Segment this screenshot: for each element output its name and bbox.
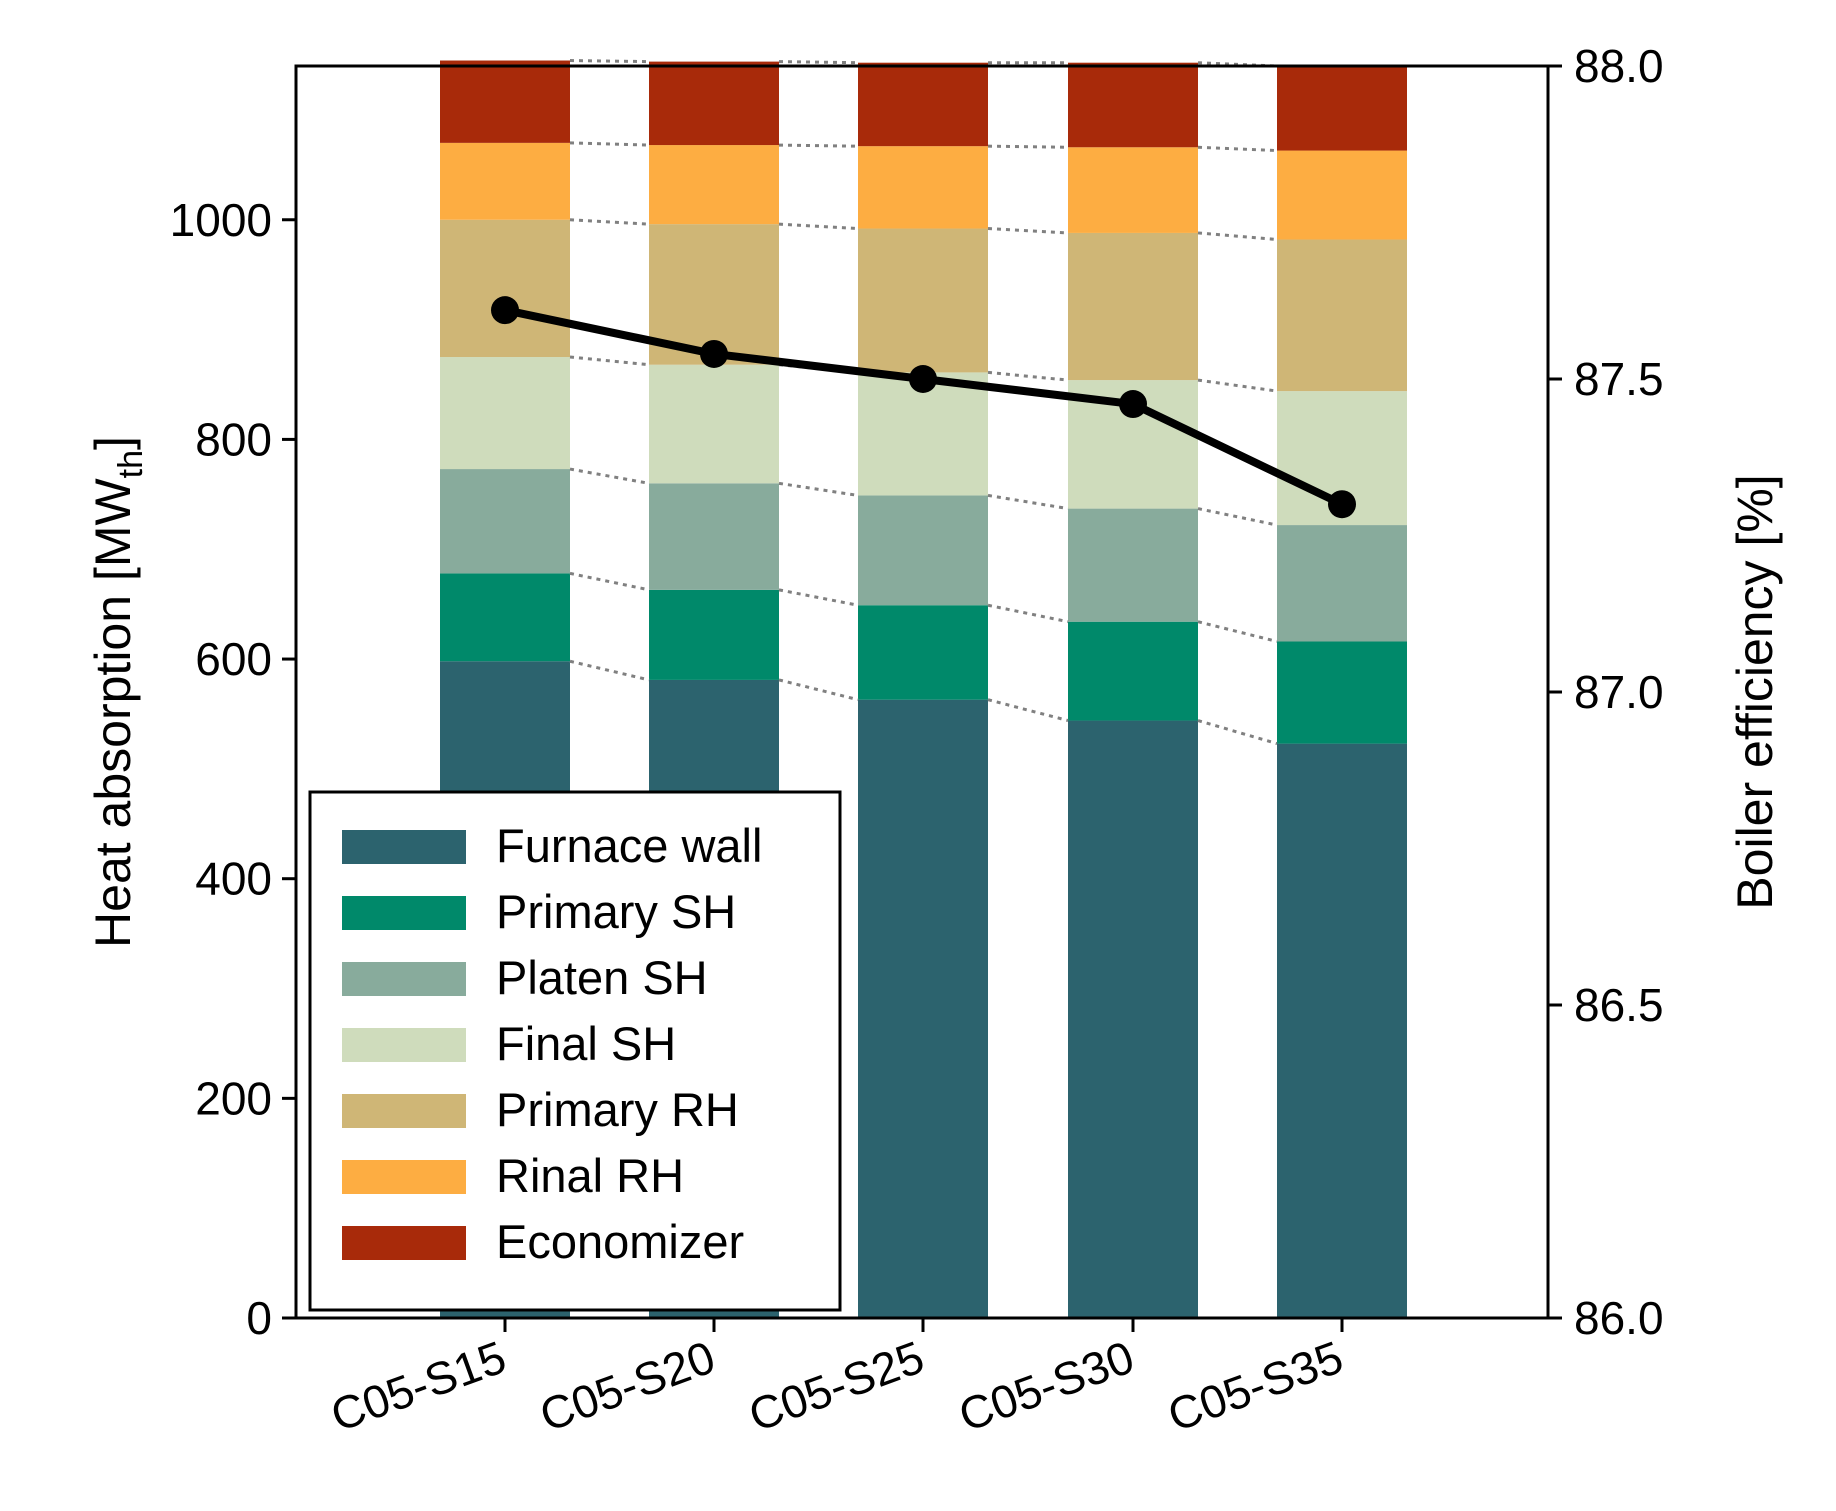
y-tick-label-left: 200 xyxy=(195,1072,272,1124)
bar-platen-sh-c05-s25 xyxy=(858,495,988,606)
bar-furnace-wall-c05-s25 xyxy=(858,699,988,1318)
y-tick-label-right: 88.0 xyxy=(1574,40,1664,92)
y-tick-label-left: 800 xyxy=(195,413,272,465)
bar-furnace-wall-c05-s35 xyxy=(1277,743,1407,1318)
connector-line xyxy=(569,218,650,226)
legend-swatch xyxy=(342,896,466,930)
x-tick-label: C05-S35 xyxy=(1161,1331,1349,1442)
legend-swatch xyxy=(342,1226,466,1260)
bar-final-sh-c05-s20 xyxy=(649,364,779,484)
legend-swatch xyxy=(342,1028,466,1062)
connector-line xyxy=(778,678,859,702)
x-tick-label: C05-S15 xyxy=(324,1331,512,1442)
bar-rinal-rh-c05-s30 xyxy=(1068,147,1198,233)
legend-swatch xyxy=(342,830,466,864)
connector-line xyxy=(1197,507,1278,527)
connector-line xyxy=(778,60,859,65)
legend-label: Primary RH xyxy=(496,1083,739,1136)
connector-line xyxy=(778,588,859,607)
legend-label: Primary SH xyxy=(496,885,736,938)
bar-platen-sh-c05-s15 xyxy=(440,469,570,574)
connector-line xyxy=(569,141,650,147)
legend-label: Economizer xyxy=(496,1215,744,1268)
y-tick-label-left: 0 xyxy=(246,1292,272,1344)
legend-swatch xyxy=(342,1160,466,1194)
x-tick-label: C05-S30 xyxy=(952,1331,1140,1442)
connector-line xyxy=(778,481,859,497)
connector-line xyxy=(569,59,650,64)
bar-primary-sh-c05-s20 xyxy=(649,589,779,680)
bar-economizer-c05-s30 xyxy=(1068,62,1198,148)
bar-primary-sh-c05-s25 xyxy=(858,605,988,700)
legend-label: Furnace wall xyxy=(496,819,762,872)
connector-line xyxy=(1197,719,1278,746)
efficiency-point xyxy=(1328,490,1356,519)
bar-rinal-rh-c05-s20 xyxy=(649,145,779,225)
bar-platen-sh-c05-s20 xyxy=(649,483,779,590)
connector-line xyxy=(1197,145,1278,153)
connector-line xyxy=(569,659,650,682)
connector-line xyxy=(778,143,859,148)
legend-swatch xyxy=(342,1094,466,1128)
bar-economizer-c05-s15 xyxy=(440,60,570,143)
efficiency-line-layer xyxy=(491,296,1356,519)
y-axis-title-left-subscript: th xyxy=(112,450,150,478)
efficiency-point xyxy=(700,339,728,368)
connector-line xyxy=(1197,231,1278,242)
legend-swatch xyxy=(342,962,466,996)
bar-furnace-wall-c05-s30 xyxy=(1068,720,1198,1318)
legend: Furnace wall Primary SH Platen SH Final SH P… xyxy=(308,790,842,1312)
bar-economizer-c05-s20 xyxy=(649,61,779,146)
connector-line xyxy=(987,493,1069,511)
bar-primary-sh-c05-s15 xyxy=(440,573,570,662)
efficiency-point xyxy=(909,365,937,393)
x-tick-label: C05-S25 xyxy=(742,1331,930,1442)
y-axis-title-right: Boiler efficiency [%] xyxy=(1727,474,1783,909)
y-axis-title-left: Heat absorption [MWth] xyxy=(85,436,150,948)
connector-line xyxy=(987,227,1069,235)
bar-economizer-c05-s35 xyxy=(1277,66,1407,151)
y-tick-label-left: 1000 xyxy=(170,194,272,246)
legend-label: Rinal RH xyxy=(496,1149,684,1202)
legend-label: Platen SH xyxy=(496,951,708,1004)
connector-line xyxy=(987,603,1069,624)
bar-primary-sh-c05-s30 xyxy=(1068,621,1198,721)
efficiency-point xyxy=(491,296,519,325)
bar-final-sh-c05-s15 xyxy=(440,357,570,470)
bar-primary-rh-c05-s25 xyxy=(858,228,988,373)
y-axis-title-left-main: Heat absorption [MW xyxy=(85,478,141,948)
bar-primary-rh-c05-s15 xyxy=(440,219,570,358)
bar-rinal-rh-c05-s15 xyxy=(440,142,570,220)
bar-rinal-rh-c05-s25 xyxy=(858,146,988,229)
x-tick-label: C05-S20 xyxy=(533,1331,721,1442)
connector-line xyxy=(987,698,1069,723)
bar-primary-sh-c05-s35 xyxy=(1277,641,1407,744)
connector-line xyxy=(987,144,1069,149)
connector-line xyxy=(778,222,859,231)
connector-line xyxy=(569,355,650,367)
y-tick-label-right: 87.0 xyxy=(1574,666,1664,718)
bar-primary-rh-c05-s30 xyxy=(1068,232,1198,381)
y-tick-label-right: 87.5 xyxy=(1574,353,1664,405)
connector-line xyxy=(569,571,650,592)
y-axis-title-left-suffix: ] xyxy=(85,436,141,450)
bar-economizer-c05-s25 xyxy=(858,62,988,147)
efficiency-point xyxy=(1119,390,1147,419)
bar-rinal-rh-c05-s35 xyxy=(1277,150,1407,240)
connector-lines-layer xyxy=(569,59,1278,746)
connector-line xyxy=(569,467,650,485)
y-tick-label-right: 86.0 xyxy=(1574,1292,1664,1344)
bar-primary-rh-c05-s35 xyxy=(1277,239,1407,392)
connector-line xyxy=(1197,378,1278,393)
connector-line xyxy=(987,370,1069,382)
y-tick-label-left: 600 xyxy=(195,633,272,685)
bar-platen-sh-c05-s30 xyxy=(1068,508,1198,622)
bar-platen-sh-c05-s35 xyxy=(1277,525,1407,642)
legend-label: Final SH xyxy=(496,1017,676,1070)
y-tick-label-left: 400 xyxy=(195,853,272,905)
connector-line xyxy=(1197,620,1278,643)
y-tick-label-right: 86.5 xyxy=(1574,979,1664,1031)
